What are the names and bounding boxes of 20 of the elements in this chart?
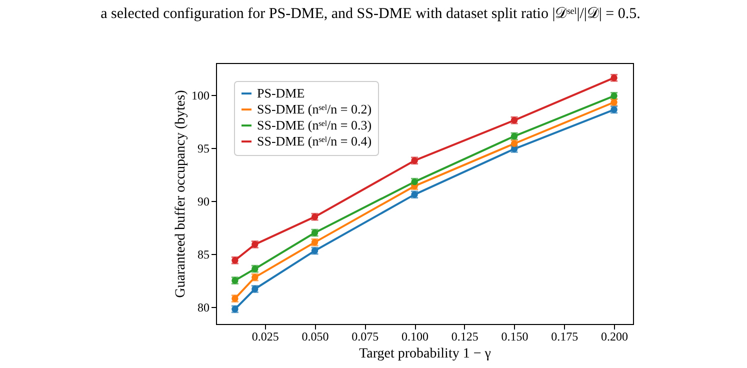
legend-label: SS-DME (nˢᵉˡ/n = 0.3) [257, 118, 372, 132]
x-tick-label: 0.200 [601, 330, 628, 344]
y-tick-label: 95 [198, 141, 210, 156]
x-axis-title: Target probability 1 − γ [359, 346, 491, 362]
x-tick-label: 0.125 [451, 330, 478, 344]
y-tick-label: 85 [198, 247, 210, 262]
x-tick-label: 0.175 [551, 330, 578, 344]
y-tick-label: 80 [198, 300, 210, 315]
x-tick-label: 0.150 [501, 330, 528, 344]
x-tick-label: 0.025 [252, 330, 279, 344]
x-tick-label: 0.075 [352, 330, 379, 344]
legend-label: PS-DME [257, 86, 305, 100]
legend-label: SS-DME (nˢᵉˡ/n = 0.4) [257, 134, 372, 148]
y-tick-label: 100 [192, 88, 210, 102]
y-axis-title: Guaranteed buffer occupancy (bytes) [174, 90, 188, 298]
x-tick-label: 0.050 [302, 330, 329, 344]
text: a selected configuration for PS-DME, and SS-DME with dataset split ratio |𝒟ˢᵉˡ|/|𝒟| = 0.5. [100, 6, 640, 22]
legend-label: SS-DME (nˢᵉˡ/n = 0.2) [257, 102, 372, 116]
y-tick-label: 90 [198, 194, 210, 208]
x-tick-label: 0.100 [402, 330, 429, 344]
